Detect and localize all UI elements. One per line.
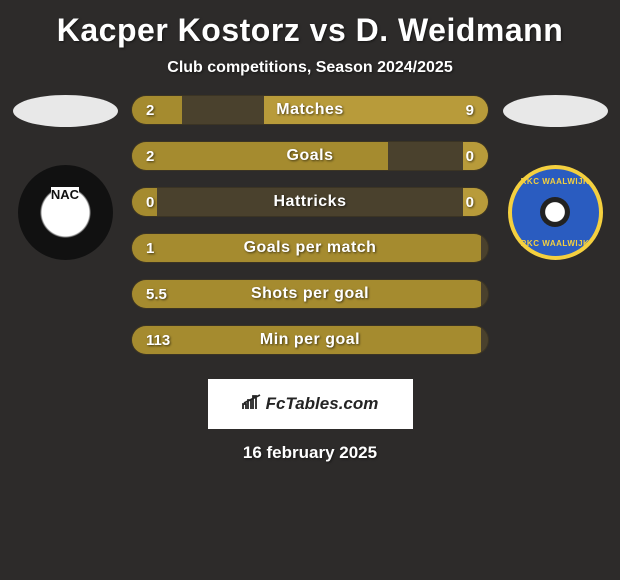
subtitle: Club competitions, Season 2024/2025	[0, 59, 620, 77]
stat-row: 2Matches9	[131, 95, 489, 125]
stat-value-right: 0	[466, 188, 474, 216]
stat-row: 2Goals0	[131, 141, 489, 171]
stat-label: Matches	[132, 96, 488, 124]
club-badge-right: RKC WAALWIJK RKC WAALWIJK	[508, 165, 603, 260]
stat-value-right: 9	[466, 96, 474, 124]
stat-row: 113Min per goal	[131, 325, 489, 355]
branding-text: FcTables.com	[266, 394, 379, 414]
stat-label: Shots per goal	[132, 280, 488, 308]
chart-icon	[242, 394, 262, 415]
stat-row: 1Goals per match	[131, 233, 489, 263]
comparison-panel: 2Matches92Goals00Hattricks01Goals per ma…	[0, 95, 620, 371]
stat-bars: 2Matches92Goals00Hattricks01Goals per ma…	[125, 95, 495, 371]
player-photo-left	[13, 95, 118, 127]
left-side	[5, 95, 125, 371]
stat-label: Min per goal	[132, 326, 488, 354]
club-badge-left	[18, 165, 113, 260]
club-name-right-b: RKC WAALWIJK	[521, 239, 590, 248]
date-text: 16 february 2025	[0, 443, 620, 463]
stat-label: Goals per match	[132, 234, 488, 262]
stat-label: Goals	[132, 142, 488, 170]
stat-row: 5.5Shots per goal	[131, 279, 489, 309]
player-photo-right	[503, 95, 608, 127]
club-name-right: RKC WAALWIJK	[521, 177, 590, 186]
right-side: RKC WAALWIJK RKC WAALWIJK	[495, 95, 615, 371]
stat-row: 0Hattricks0	[131, 187, 489, 217]
stat-value-right: 0	[466, 142, 474, 170]
stat-label: Hattricks	[132, 188, 488, 216]
branding-badge: FcTables.com	[208, 379, 413, 429]
page-title: Kacper Kostorz vs D. Weidmann	[0, 0, 620, 49]
